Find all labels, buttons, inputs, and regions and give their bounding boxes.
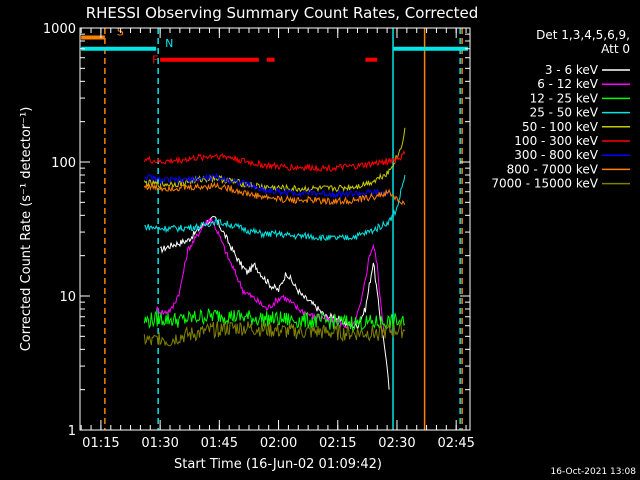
chart-title: RHESSI Observing Summary Count Rates, Co… [86,4,479,22]
x-tick-label: 02:15 [319,436,356,451]
y-tick-label: 1000 [43,22,76,37]
legend-entry-label: 6 - 12 keV [537,77,599,91]
series-layer [143,127,406,390]
x-tick-label: 02:00 [260,436,297,451]
x-tick-label: 01:15 [82,436,119,451]
y-tick-label: 100 [51,156,76,171]
y-tick-label: 1 [68,424,76,439]
legend-entry-label: 50 - 100 keV [522,120,599,134]
x-tick-label: 02:45 [437,436,474,451]
legend-header-line-1: Det 1,3,4,5,6,9, [536,28,630,42]
series-line [143,127,406,193]
x-tick-label: 01:30 [141,436,178,451]
x-axis: 01:15 01:30 01:45 02:00 02:15 02:30 02:45 [80,28,475,451]
x-tick-label: 02:30 [378,436,415,451]
series-line [144,172,390,199]
vertical-markers [104,28,463,430]
legend-entry-label: 300 - 800 keV [514,148,598,162]
flag-label: F [152,54,158,67]
legend-entry-label: 25 - 50 keV [530,106,599,120]
y-axis-label: Corrected Count Rate (s⁻¹ detector⁻¹) [19,107,34,352]
series-line [155,218,386,337]
flag-label: N [165,37,173,50]
series-line [144,174,406,242]
x-tick-label: 01:45 [201,436,238,451]
timestamp: 16-Oct-2021 13:08 [551,467,637,477]
legend-header-line-2: Att 0 [601,42,630,56]
y-axis: 1 10 100 1000 [43,22,470,439]
legend-entry-label: 100 - 300 keV [514,134,598,148]
series-line [143,150,406,173]
y-tick-label: 10 [59,290,76,305]
series-line [143,181,406,206]
legend-entry-label: 7000 - 15000 keV [491,177,598,191]
x-axis-label: Start Time (16-Jun-02 01:09:42) [174,457,382,472]
plot-frame [79,27,471,431]
series-line [143,321,406,347]
legend-entry-label: 3 - 6 keV [545,63,599,77]
legend-entry-label: 800 - 7000 keV [507,162,599,176]
legend-entry-label: 12 - 25 keV [530,91,599,105]
